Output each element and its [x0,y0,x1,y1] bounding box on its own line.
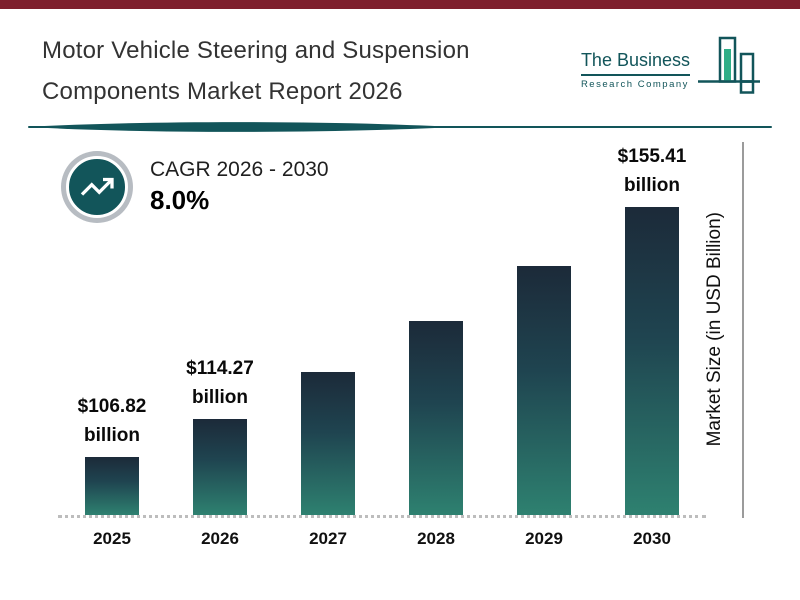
top-strip [0,0,800,9]
logo-text: The Business Research Company [580,36,690,90]
bar-column-2029 [490,266,598,515]
bar-column-2030: $155.41 billion [598,143,706,515]
title-line-1: Motor Vehicle Steering and Suspension [42,37,470,64]
bar-2025 [85,457,139,515]
bar-column-2026: $114.27 billion [166,355,274,515]
bar-chart: $106.82 billion $114.27 billion $155.41 bi… [58,138,706,549]
bar-2027 [301,372,355,515]
y-axis-line [742,142,744,518]
cagr-value: 8.0% [150,185,210,215]
x-tick-2025: 2025 [93,529,131,548]
cagr-label: CAGR 2026 - 2030 [150,158,329,181]
x-axis: 2025 2026 2027 2028 2029 2030 [58,518,706,549]
logo-bars-icon [698,36,760,94]
bar-value-label-2030: $155.41 billion [617,146,687,196]
bar-2030 [625,207,679,515]
y-axis: Market Size (in USD Billion) [694,140,736,518]
bar-column-2027 [274,372,382,515]
logo-subname: Research Company [580,79,689,90]
x-tick-2027: 2027 [309,529,347,548]
x-tick-2030: 2030 [633,529,671,548]
y-axis-label: Market Size (in USD Billion) [704,211,725,447]
bar-column-2025: $106.82 billion [58,393,166,515]
company-logo: The Business Research Company [580,36,762,98]
bar-2028 [409,321,463,515]
cagr-block: CAGR 2026 - 2030 8.0% [66,156,329,218]
logo-name: The Business [580,50,690,76]
x-tick-2028: 2028 [417,529,455,548]
page-title: Motor Vehicle Steering and Suspension Co… [42,30,470,112]
x-tick-2029: 2029 [525,529,563,548]
divider-line [28,122,772,132]
x-tick-2026: 2026 [201,529,239,548]
title-line-2: Components Market Report 2026 [42,78,403,105]
bars-row: $106.82 billion $114.27 billion $155.41 bi… [58,138,706,518]
bar-column-2028 [382,321,490,515]
bar-2029 [517,266,571,515]
bar-value-label-2025: $106.82 billion [77,396,147,446]
trend-up-icon [66,156,128,218]
bar-value-label-2026: $114.27 billion [186,358,254,408]
bar-2026 [193,419,247,515]
cagr-text: CAGR 2026 - 2030 8.0% [150,158,329,216]
